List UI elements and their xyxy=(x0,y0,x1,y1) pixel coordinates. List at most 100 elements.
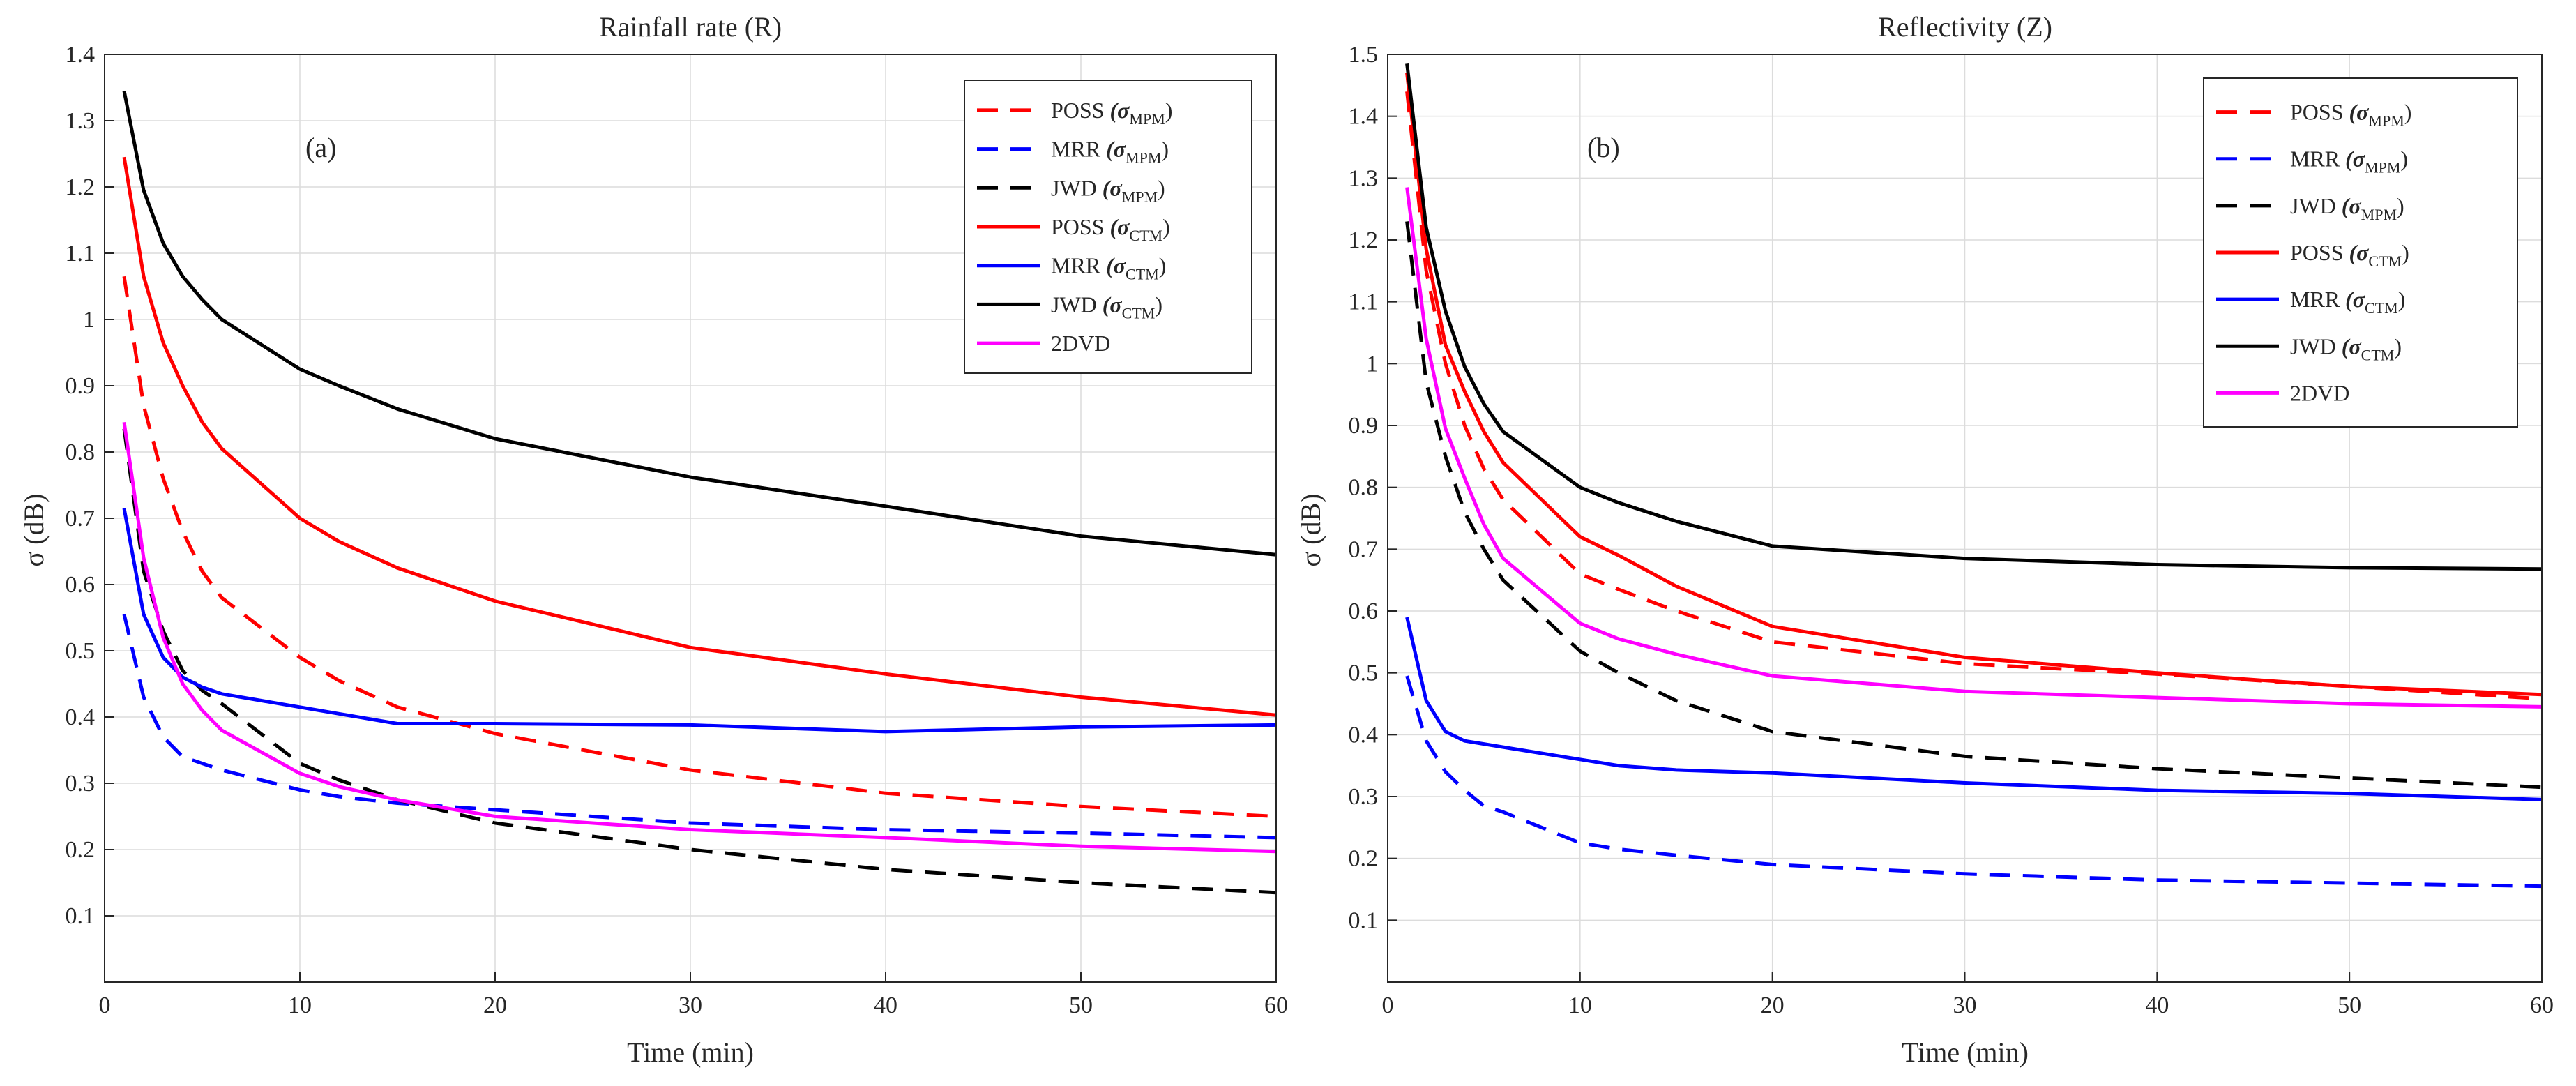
y-axis-title: σ (dB) xyxy=(1295,494,1326,567)
x-axis-ticks: 0 10 20 30 40 50 60 xyxy=(1382,972,2554,1018)
legend-series-name: POSS xyxy=(1051,214,1105,239)
legend-label: 2DVD xyxy=(2290,380,2349,405)
y-tick-label: 1.5 xyxy=(1349,42,1379,68)
x-tick-label: 30 xyxy=(1953,993,1977,1018)
legend-sigma: (σ xyxy=(1097,175,1123,200)
legend-label: MRR (σMPM) xyxy=(2290,146,2408,176)
legend-method-subscript: MPM xyxy=(1122,188,1158,205)
series-line-mrr-ctm xyxy=(1405,617,2543,801)
legend-series-name: 2DVD xyxy=(1051,331,1110,356)
legend-series-name: POSS xyxy=(1051,98,1105,123)
series-line-mrr-mpm xyxy=(122,614,1277,840)
series-line-jwd-ctm xyxy=(1405,63,2543,571)
y-tick-label: 0.6 xyxy=(66,572,96,598)
legend-series-name: POSS xyxy=(2290,240,2344,265)
y-tick-label: 1.2 xyxy=(66,174,96,200)
y-tick-label: 0.9 xyxy=(66,373,96,399)
y-tick-label: 1 xyxy=(1366,351,1378,377)
chart-reflectivity: Reflectivity (Z) 0 10 20 30 40 50 60 0.1 0.2 0.3… xyxy=(1295,11,2554,1068)
y-tick-label: 0.3 xyxy=(1349,784,1379,810)
y-tick-label: 1.3 xyxy=(66,108,96,134)
series-line-jwd-mpm xyxy=(1405,221,2543,790)
series-line-jwd-ctm xyxy=(122,90,1277,557)
x-axis-title: Time (min) xyxy=(627,1036,754,1068)
legend-series-name: MRR xyxy=(1051,253,1101,278)
legend-method-subscript: CTM xyxy=(2365,299,2398,317)
series-line-mrr-ctm xyxy=(122,508,1277,734)
y-tick-label: 1.2 xyxy=(1349,227,1379,253)
legend-close-paren: ) xyxy=(2394,333,2402,359)
y-axis-title: σ (dB) xyxy=(18,494,50,567)
legend-method-subscript: CTM xyxy=(1129,227,1162,244)
y-tick-label: 0.5 xyxy=(66,638,96,664)
series-line-poss-ctm xyxy=(1405,73,2543,697)
legend-label: MRR (σCTM) xyxy=(2290,287,2405,317)
legend-close-paren: ) xyxy=(1159,253,1167,278)
x-tick-label: 40 xyxy=(2145,993,2169,1018)
legend-sigma: (σ xyxy=(1100,253,1126,278)
x-tick-label: 50 xyxy=(2338,993,2361,1018)
x-tick-label: 20 xyxy=(483,993,507,1018)
legend: POSS (σMPM)MRR (σMPM)JWD (σMPM)POSS (σCT… xyxy=(964,80,1252,374)
legend-close-paren: ) xyxy=(2404,100,2412,125)
x-axis-title: Time (min) xyxy=(1902,1036,2029,1068)
y-tick-label: 0.7 xyxy=(1349,536,1379,562)
legend-method-subscript: MPM xyxy=(1129,110,1165,128)
x-tick-label: 0 xyxy=(1382,993,1394,1018)
legend-method-subscript: CTM xyxy=(2368,252,2402,270)
legend-method-subscript: MPM xyxy=(2365,159,2400,176)
x-tick-label: 20 xyxy=(1761,993,1785,1018)
series-layer xyxy=(1405,63,2543,889)
y-tick-label: 1.1 xyxy=(1349,289,1379,315)
y-tick-label: 1.4 xyxy=(1349,104,1379,130)
y-tick-label: 0.8 xyxy=(1349,475,1379,501)
legend-sigma: (σ xyxy=(2340,287,2365,312)
y-tick-label: 0.8 xyxy=(66,439,96,465)
y-tick-label: 0.5 xyxy=(1349,661,1379,686)
legend-series-name: MRR xyxy=(2290,146,2340,172)
legend-label: JWD (σMPM) xyxy=(1051,175,1165,205)
y-tick-label: 0.2 xyxy=(66,837,96,863)
legend-label: 2DVD xyxy=(1051,331,1110,356)
legend-label: JWD (σMPM) xyxy=(2290,193,2404,223)
legend-series-name: JWD xyxy=(2290,333,2336,359)
legend-close-paren: ) xyxy=(2398,287,2406,312)
legend-label: POSS (σCTM) xyxy=(1051,214,1170,244)
y-tick-label: 0.1 xyxy=(1349,907,1379,933)
y-tick-label: 0.2 xyxy=(1349,846,1379,872)
x-tick-label: 60 xyxy=(1264,993,1288,1018)
series-line-2dvd xyxy=(122,421,1277,854)
panel-tag: (a) xyxy=(305,132,336,163)
series-line-jwd-mpm xyxy=(122,428,1277,895)
y-tick-label: 0.3 xyxy=(66,771,96,797)
series-line-poss-mpm xyxy=(1405,91,2543,701)
x-tick-label: 40 xyxy=(874,993,897,1018)
legend-close-paren: ) xyxy=(1165,98,1173,123)
legend-sigma: (σ xyxy=(1105,98,1130,123)
legend-method-subscript: CTM xyxy=(1126,266,1159,283)
x-tick-label: 50 xyxy=(1069,993,1093,1018)
series-line-poss-ctm xyxy=(122,156,1277,717)
legend: POSS (σMPM)MRR (σMPM)JWD (σMPM)POSS (σCT… xyxy=(2203,77,2518,428)
y-tick-label: 0.1 xyxy=(66,903,96,929)
legend-series-name: JWD xyxy=(2290,193,2336,218)
x-tick-label: 10 xyxy=(1568,993,1592,1018)
legend-sigma: (σ xyxy=(2344,100,2370,125)
legend-series-name: MRR xyxy=(2290,287,2340,312)
legend-sigma: (σ xyxy=(2336,333,2362,359)
legend-series-name: JWD xyxy=(1051,292,1097,317)
legend-close-paren: ) xyxy=(2400,146,2408,172)
legend-close-paren: ) xyxy=(1158,175,1165,200)
chart-rainfall-rate: Rainfall rate (R) 0 10 20 30 40 50 60 0.10.20.… xyxy=(18,11,1288,1068)
chart-title: Reflectivity (Z) xyxy=(1878,11,2052,43)
x-tick-label: 10 xyxy=(288,993,312,1018)
legend-series-name: JWD xyxy=(1051,175,1097,200)
legend-series-name: POSS xyxy=(2290,100,2344,125)
legend-method-subscript: CTM xyxy=(1122,304,1156,322)
x-tick-label: 0 xyxy=(99,993,111,1018)
legend-label: POSS (σMPM) xyxy=(1051,98,1172,128)
y-tick-label: 0.7 xyxy=(66,506,96,531)
legend-method-subscript: MPM xyxy=(2368,112,2404,130)
series-line-poss-mpm xyxy=(122,276,1277,818)
